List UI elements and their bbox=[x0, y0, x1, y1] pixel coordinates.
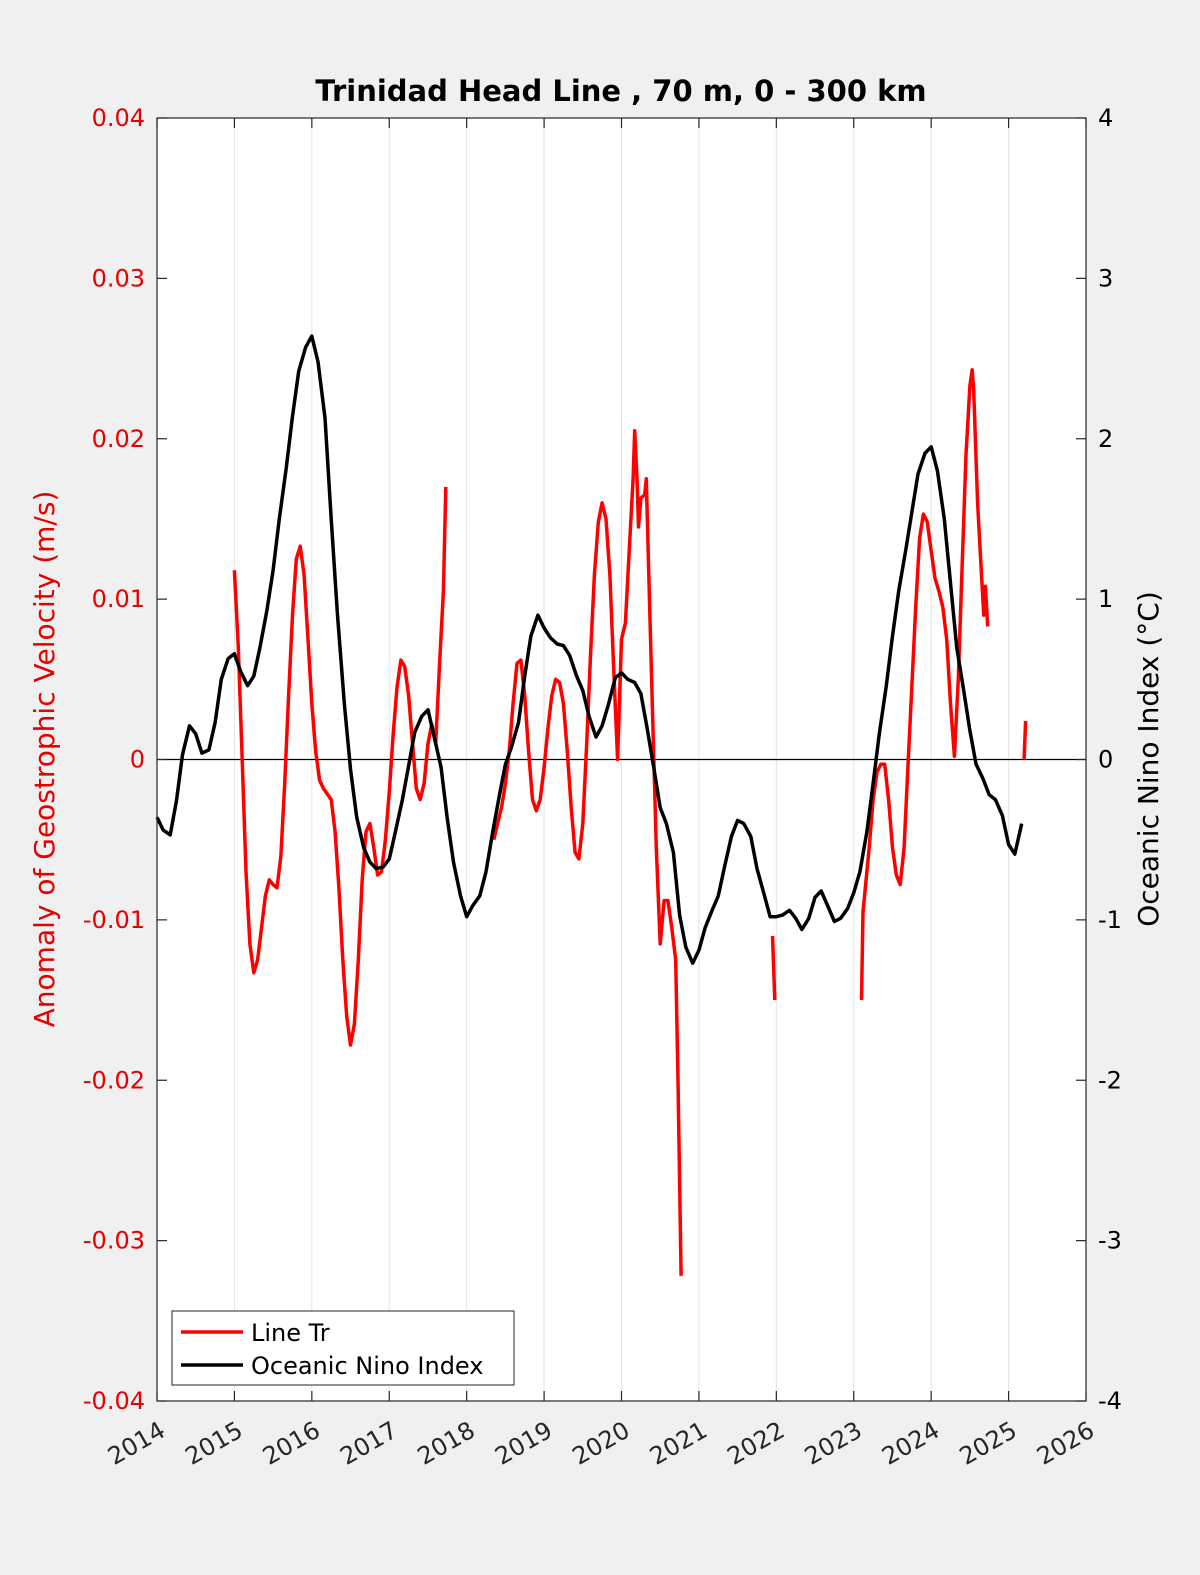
x-tick-label: 2024 bbox=[877, 1416, 944, 1471]
legend-label-line-tr: Line Tr bbox=[251, 1319, 330, 1347]
legend-box bbox=[171, 1310, 515, 1386]
series-line-tr-segment-2 bbox=[770, 935, 777, 1001]
series-layer bbox=[155, 334, 1028, 1276]
series-line-tr-segment-3 bbox=[859, 368, 990, 1001]
series-line-tr-segment-1 bbox=[492, 428, 683, 1276]
left-tick-label: -0.04 bbox=[83, 1387, 145, 1415]
right-tick-label: -3 bbox=[1098, 1227, 1122, 1255]
x-tick-label: 2020 bbox=[568, 1416, 635, 1471]
left-tick-label: 0.03 bbox=[92, 264, 145, 292]
right-tick-label: -4 bbox=[1098, 1387, 1122, 1415]
x-tick-label: 2025 bbox=[955, 1416, 1022, 1471]
right-axis-label: Oceanic Nino Index (°C) bbox=[1132, 591, 1165, 927]
x-tick-label: 2017 bbox=[335, 1416, 402, 1471]
left-tick-label: 0.01 bbox=[92, 585, 145, 613]
x-tick-label: 2026 bbox=[1032, 1416, 1099, 1471]
left-tick-label: -0.03 bbox=[83, 1227, 145, 1255]
chart-title: Trinidad Head Line , 70 m, 0 - 300 km bbox=[315, 74, 926, 108]
x-tick-label: 2019 bbox=[490, 1416, 557, 1471]
right-tick-label: 1 bbox=[1098, 585, 1113, 613]
right-tick-label: 4 bbox=[1098, 104, 1113, 132]
legend: Line Tr Oceanic Nino Index bbox=[171, 1310, 515, 1386]
x-tick-label: 2018 bbox=[413, 1416, 480, 1471]
x-tick-label: 2022 bbox=[722, 1416, 789, 1471]
x-tick-label: 2015 bbox=[181, 1416, 248, 1471]
left-tick-label: -0.02 bbox=[83, 1066, 145, 1094]
x-tick-label: 2021 bbox=[645, 1416, 712, 1471]
left-axis-ticks: -0.04 -0.03 -0.02 -0.01 0 0.01 0.02 0.03 0.04 bbox=[83, 104, 167, 1415]
legend-label-oni: Oceanic Nino Index bbox=[251, 1352, 483, 1380]
x-tick-label: 2014 bbox=[103, 1416, 170, 1471]
series-line-tr-segment-4 bbox=[1022, 720, 1028, 760]
right-tick-label: -2 bbox=[1098, 1066, 1122, 1094]
left-tick-label: -0.01 bbox=[83, 906, 145, 934]
left-axis-label: Anomaly of Geostrophic Velocity (m/s) bbox=[28, 491, 61, 1028]
series-oceanic-nino-index-segment-0 bbox=[155, 334, 1024, 965]
x-tick-label: 2016 bbox=[258, 1416, 325, 1471]
left-tick-label: 0.02 bbox=[92, 425, 145, 453]
right-tick-label: 3 bbox=[1098, 264, 1113, 292]
x-tick-label: 2023 bbox=[800, 1416, 867, 1471]
right-axis-ticks: -4 -3 -2 -1 0 1 2 3 4 bbox=[1076, 104, 1122, 1415]
right-tick-label: 2 bbox=[1098, 425, 1113, 453]
left-tick-label: 0.04 bbox=[92, 104, 145, 132]
left-tick-label: 0 bbox=[130, 746, 145, 774]
right-tick-label: 0 bbox=[1098, 746, 1113, 774]
right-tick-label: -1 bbox=[1098, 906, 1122, 934]
